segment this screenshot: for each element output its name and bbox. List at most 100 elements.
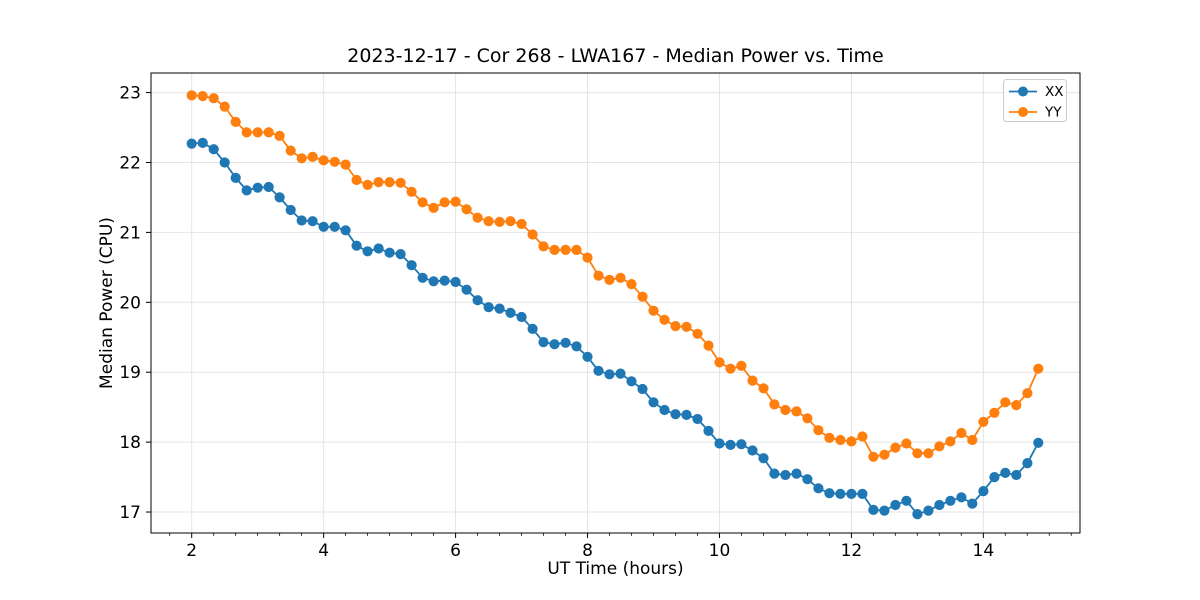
data-point-xx (714, 438, 725, 449)
data-point-yy (637, 291, 648, 302)
data-point-xx (692, 413, 703, 425)
data-point-yy (857, 431, 868, 442)
y-tick-label: 21 (119, 223, 141, 243)
data-point-yy (626, 279, 637, 290)
data-point-xx (978, 486, 989, 497)
data-point-yy (274, 130, 285, 141)
data-point-xx (769, 468, 780, 479)
data-point-yy (791, 406, 802, 417)
axis-ticks: 2 4 6 8 10 12 14 17 18 19 20 21 22 23 (119, 84, 1072, 561)
data-point-yy (549, 244, 560, 255)
data-point-xx (472, 295, 483, 306)
data-point-yy (186, 90, 197, 101)
data-point-yy (978, 416, 989, 427)
data-point-xx (967, 498, 978, 509)
gridlines (151, 73, 1080, 533)
data-point-yy (769, 399, 780, 410)
data-point-yy (813, 425, 824, 436)
data-point-xx (670, 409, 681, 420)
data-point-xx (604, 369, 615, 380)
data-point-yy (912, 448, 923, 459)
data-point-yy (516, 218, 527, 230)
data-point-yy (659, 314, 670, 325)
data-point-yy (439, 197, 450, 208)
data-point-xx (351, 240, 362, 251)
data-point-xx (516, 311, 527, 323)
data-point-yy (494, 216, 505, 227)
x-tick-label: 4 (318, 541, 329, 561)
data-point-yy (780, 404, 791, 416)
data-point-xx (1033, 437, 1044, 448)
series-xx (186, 137, 1044, 520)
data-point-xx (780, 469, 791, 481)
data-point-xx (626, 376, 637, 387)
x-tick-label: 2 (186, 541, 197, 561)
legend-marker-yy-icon (1018, 107, 1028, 117)
data-point-yy (747, 375, 758, 386)
y-tick-label: 17 (119, 503, 141, 523)
data-point-yy (703, 340, 714, 351)
data-point-yy (736, 360, 747, 371)
data-point-xx (593, 365, 604, 376)
data-point-xx (648, 397, 659, 408)
data-point-yy (461, 204, 472, 215)
data-point-yy (923, 448, 934, 459)
data-point-yy (208, 93, 219, 104)
data-point-xx (549, 339, 560, 350)
data-point-yy (318, 155, 329, 166)
data-point-xx (252, 182, 263, 193)
data-point-yy (692, 328, 703, 339)
data-point-yy (428, 202, 439, 213)
data-point-yy (483, 216, 494, 227)
data-point-xx (582, 351, 593, 362)
series-line-yy (191, 94, 1040, 458)
data-point-xx (681, 409, 692, 420)
data-point-yy (505, 216, 516, 227)
data-point-xx (318, 221, 329, 232)
data-point-yy (879, 449, 890, 460)
x-tick-label: 8 (582, 541, 593, 561)
data-point-xx (725, 439, 736, 450)
series-yy (186, 90, 1044, 462)
data-point-yy (956, 427, 967, 439)
data-point-xx (230, 172, 241, 183)
data-point-xx (428, 276, 439, 287)
data-point-xx (1022, 458, 1033, 469)
data-point-yy (219, 101, 230, 112)
data-point-xx (384, 247, 395, 258)
data-point-yy (329, 156, 340, 167)
chart-title: 2023-12-17 - Cor 268 - LWA167 - Median P… (347, 45, 883, 67)
series-line-xx (191, 142, 1040, 515)
data-point-xx (527, 323, 538, 334)
data-point-yy (285, 145, 296, 156)
data-point-xx (263, 181, 274, 193)
data-point-yy (934, 441, 945, 452)
data-point-xx (945, 495, 956, 506)
data-point-xx (241, 185, 252, 196)
data-point-xx (285, 204, 296, 216)
data-point-xx (538, 337, 549, 348)
data-point-xx (505, 307, 516, 318)
data-point-xx (615, 368, 626, 379)
data-point-xx (439, 275, 450, 286)
data-point-xx (362, 246, 373, 257)
data-point-yy (472, 212, 483, 223)
data-point-xx (329, 221, 340, 232)
x-tick-label: 6 (450, 541, 461, 561)
data-point-xx (890, 499, 901, 511)
x-tick-label: 10 (709, 541, 731, 561)
x-axis-label: UT Time (hours) (547, 559, 683, 579)
data-point-xx (571, 341, 582, 352)
data-point-yy (351, 174, 362, 186)
data-point-xx (824, 488, 835, 499)
y-tick-label: 23 (119, 84, 141, 104)
data-point-yy (230, 116, 241, 127)
data-point-xx (736, 439, 747, 450)
data-series (186, 90, 1044, 520)
data-point-yy (945, 436, 956, 447)
data-point-yy (417, 197, 428, 208)
data-point-yy (560, 244, 571, 255)
data-point-yy (384, 177, 395, 188)
data-point-xx (186, 138, 197, 149)
